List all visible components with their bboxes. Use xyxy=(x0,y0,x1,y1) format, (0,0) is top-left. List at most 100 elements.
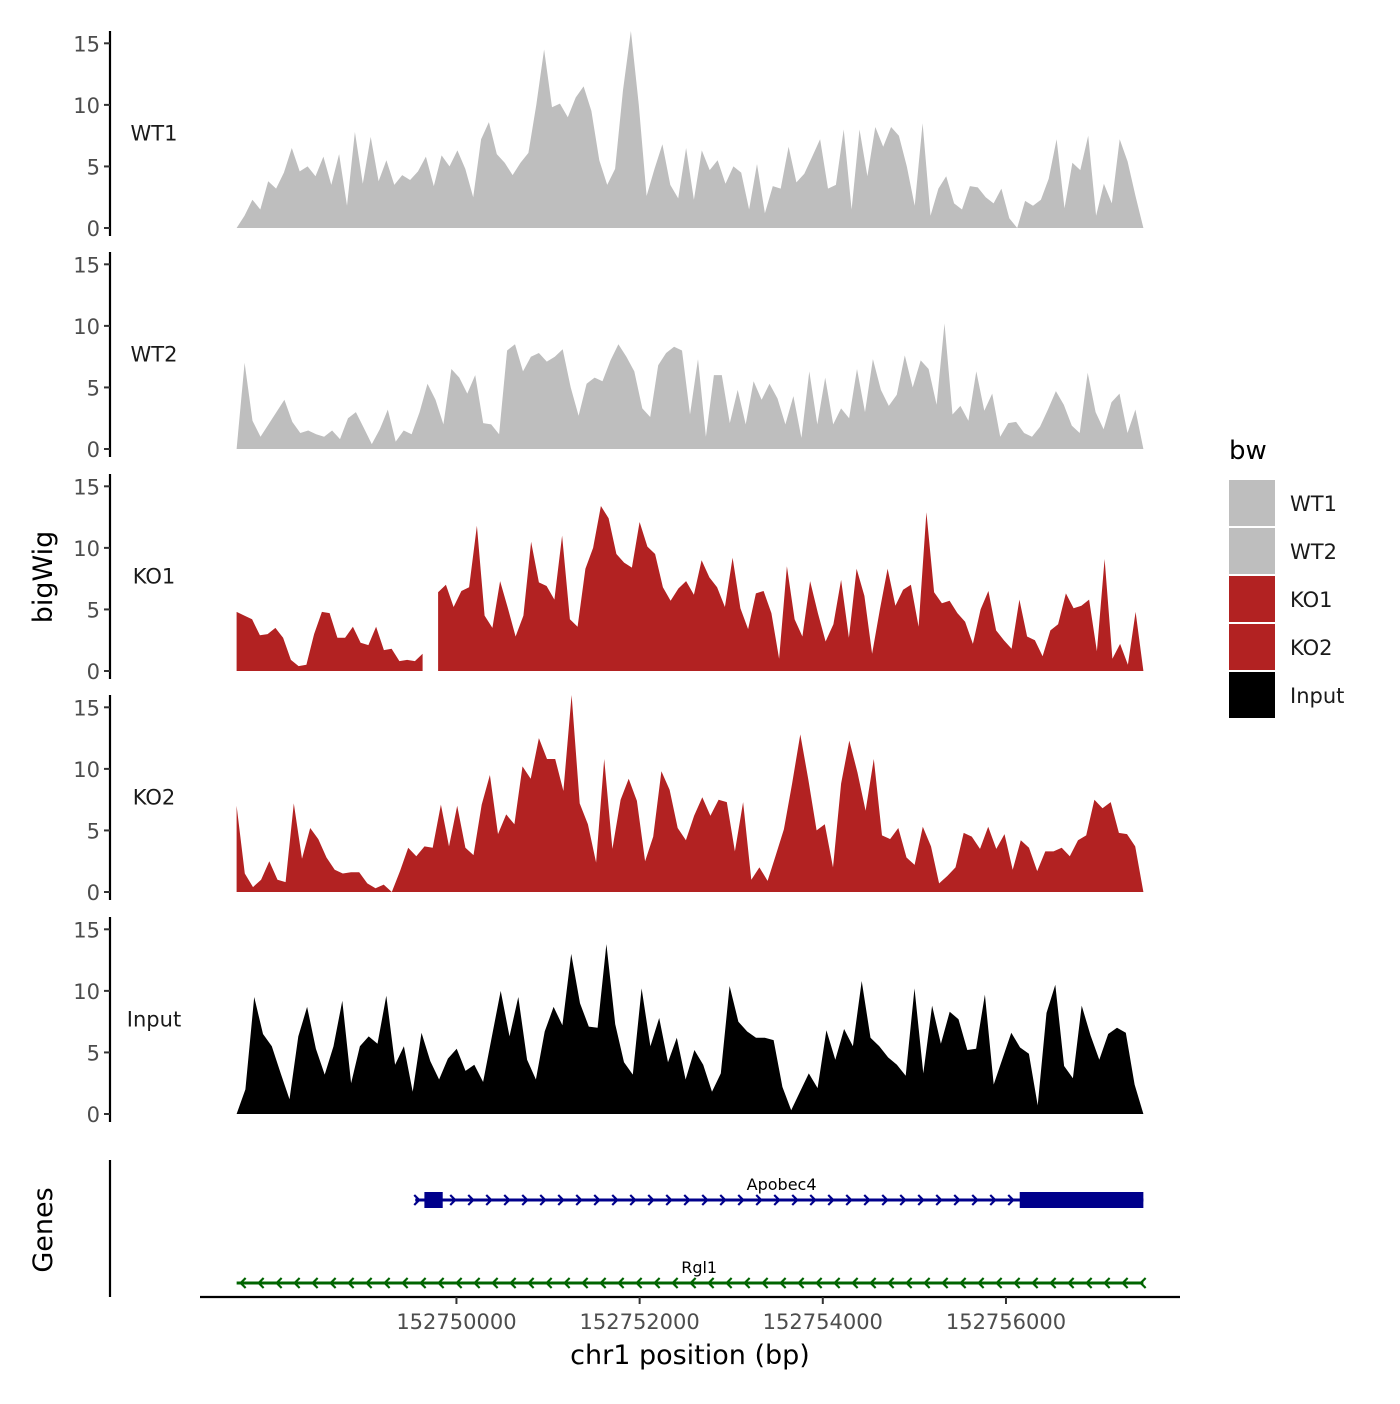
legend-item-ko1: KO1 xyxy=(1229,576,1333,622)
strand-arrow xyxy=(971,1194,979,1206)
strand-arrow xyxy=(611,1194,619,1206)
strand-arrow xyxy=(653,1277,661,1289)
x-axis-title: chr1 position (bp) xyxy=(570,1340,810,1371)
area-wt2 xyxy=(236,323,1144,449)
area-ko2 xyxy=(236,695,1144,892)
strand-arrow xyxy=(1013,1277,1021,1289)
strand-arrow xyxy=(563,1277,571,1289)
track-ko1: 0 5 10 15 KO1 xyxy=(73,474,1144,684)
x-tick-label: 152752000 xyxy=(580,1310,700,1334)
strand-arrow xyxy=(455,1277,463,1289)
y-tick-label: 0 xyxy=(87,438,100,462)
legend-title: bw xyxy=(1229,436,1267,466)
strand-arrow xyxy=(1139,1277,1147,1289)
legend-swatch xyxy=(1229,672,1275,718)
legend-label: WT2 xyxy=(1290,540,1337,564)
y-tick-label: 10 xyxy=(73,980,100,1004)
strand-arrow xyxy=(1007,1194,1015,1206)
strand-arrow xyxy=(863,1194,871,1206)
track-ko2: 0 5 10 15 KO2 xyxy=(73,695,1144,905)
strand-arrow xyxy=(509,1277,517,1289)
strand-arrow xyxy=(1085,1277,1093,1289)
strand-arrow xyxy=(521,1194,529,1206)
strand-arrow xyxy=(467,1194,475,1206)
strand-arrow xyxy=(989,1194,997,1206)
strand-arrow xyxy=(881,1194,889,1206)
strand-arrow xyxy=(683,1194,691,1206)
strand-arrow xyxy=(275,1277,283,1289)
legend-label: KO1 xyxy=(1290,588,1333,612)
legend-swatch xyxy=(1229,576,1275,622)
y-tick-label: 0 xyxy=(87,881,100,905)
strand-arrow xyxy=(311,1277,319,1289)
legend-swatch xyxy=(1229,528,1275,574)
strand-arrow xyxy=(701,1194,709,1206)
genes-panel: Rgl1 Apobec4 xyxy=(108,1160,1147,1297)
y-tick-label: 0 xyxy=(87,217,100,241)
strand-arrow xyxy=(239,1277,247,1289)
strand-arrow xyxy=(815,1277,823,1289)
strand-arrow xyxy=(917,1194,925,1206)
y-tick-label: 10 xyxy=(73,315,100,339)
strand-arrow xyxy=(635,1277,643,1289)
strand-arrow xyxy=(743,1277,751,1289)
strand-arrow xyxy=(671,1277,679,1289)
strand-arrow xyxy=(575,1194,583,1206)
y-tick-label: 15 xyxy=(73,32,100,56)
strand-arrow xyxy=(365,1277,373,1289)
strand-arrow xyxy=(1121,1277,1129,1289)
gene-label: Apobec4 xyxy=(747,1175,817,1194)
y-tick-label: 10 xyxy=(73,537,100,561)
legend-swatch xyxy=(1229,480,1275,526)
x-tick-label: 152756000 xyxy=(946,1310,1066,1334)
strand-arrow xyxy=(647,1194,655,1206)
strand-arrow xyxy=(899,1194,907,1206)
y-tick-label: 0 xyxy=(87,1103,100,1127)
y-tick-label: 15 xyxy=(73,696,100,720)
strand-arrow xyxy=(869,1277,877,1289)
track-wt1: 0 5 10 15 WT1 xyxy=(73,31,1144,241)
legend-item-ko2: KO2 xyxy=(1229,624,1333,670)
gene-rgl1: Rgl1 xyxy=(236,1258,1147,1289)
y-tick-label: 10 xyxy=(73,94,100,118)
y-tick-label: 15 xyxy=(73,253,100,277)
track-panels: 0 5 10 15 WT1 0 5 10 15 WT2 0 5 10 15 KO1 0 5 10 15 KO2 0 5 10… xyxy=(73,31,1144,1127)
strand-arrow xyxy=(887,1277,895,1289)
strand-arrow xyxy=(953,1194,961,1206)
strand-arrow xyxy=(329,1277,337,1289)
strand-arrow xyxy=(797,1277,805,1289)
strand-arrow xyxy=(845,1194,853,1206)
track-label: KO2 xyxy=(133,786,176,810)
y-tick-label: 5 xyxy=(87,598,100,622)
strand-arrow xyxy=(905,1277,913,1289)
strand-arrow xyxy=(1031,1277,1039,1289)
y-axis-title: bigWig xyxy=(28,531,59,624)
y-tick-label: 5 xyxy=(87,819,100,843)
strand-arrow xyxy=(959,1277,967,1289)
strand-arrow xyxy=(413,1194,421,1206)
strand-arrow xyxy=(851,1277,859,1289)
legend-item-input: Input xyxy=(1229,672,1344,718)
strand-arrow xyxy=(755,1194,763,1206)
strand-arrow xyxy=(725,1277,733,1289)
strand-arrow xyxy=(629,1194,637,1206)
strand-arrow xyxy=(383,1277,391,1289)
area-ko1 xyxy=(236,611,423,671)
strand-arrow xyxy=(833,1277,841,1289)
strand-arrow xyxy=(689,1277,697,1289)
strand-arrow xyxy=(761,1277,769,1289)
legend-label: Input xyxy=(1290,684,1344,708)
legend-label: KO2 xyxy=(1290,636,1333,660)
y-tick-label: 5 xyxy=(87,1041,100,1065)
strand-arrow xyxy=(665,1194,673,1206)
track-label: WT1 xyxy=(131,122,178,146)
strand-arrow xyxy=(1103,1277,1111,1289)
strand-arrow xyxy=(437,1277,445,1289)
gene-apobec4: Apobec4 xyxy=(413,1175,1144,1208)
strand-arrow xyxy=(545,1277,553,1289)
strand-arrow xyxy=(539,1194,547,1206)
strand-arrow xyxy=(593,1194,601,1206)
strand-arrow xyxy=(1067,1277,1075,1289)
